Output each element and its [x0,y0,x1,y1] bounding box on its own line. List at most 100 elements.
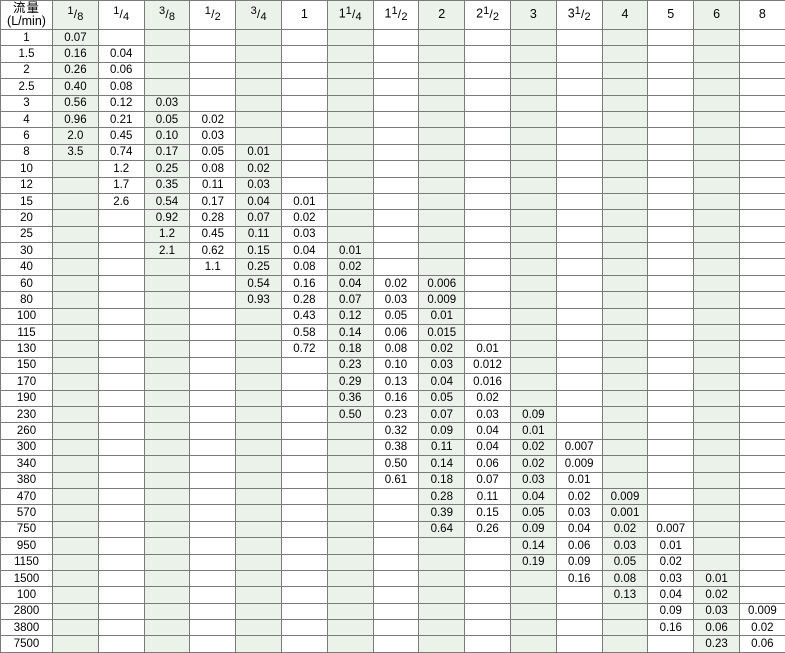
table-cell [53,570,99,586]
table-cell [98,259,144,275]
fraction-whole: 6 [713,7,720,21]
table-cell [694,30,740,46]
table-cell: 0.14 [510,538,556,554]
table-cell [236,406,282,422]
table-cell: 0.09 [419,423,465,439]
table-cell [556,243,602,259]
table-cell [144,636,190,652]
table-cell [739,259,785,275]
table-cell: 0.07 [53,30,99,46]
table-cell: 0.05 [602,554,648,570]
table-cell [281,111,327,127]
table-cell [510,30,556,46]
table-cell [236,636,282,652]
table-cell [327,554,373,570]
table-cell: 0.04 [556,521,602,537]
table-cell [694,439,740,455]
table-cell: 0.23 [694,636,740,652]
table-cell: 0.16 [281,275,327,291]
table-cell [98,374,144,390]
table-cell [144,554,190,570]
table-cell: 0.03 [465,406,511,422]
table-cell [648,505,694,521]
table-cell: 0.62 [190,243,236,259]
table-cell [373,538,419,554]
table-cell [236,128,282,144]
table-cell [648,357,694,373]
column-header-size-3: 1/2 [190,1,236,30]
table-cell [144,620,190,636]
table-cell [236,111,282,127]
table-cell [739,390,785,406]
table-cell [144,390,190,406]
row-label-flow-rate: 1.5 [1,46,53,62]
table-cell [739,570,785,586]
table-cell: 0.04 [281,243,327,259]
table-cell [465,62,511,78]
table-cell [694,210,740,226]
table-cell [602,46,648,62]
fraction-numerator: 1 [205,5,211,17]
fraction-whole: 4 [621,7,628,21]
column-header-size-7: 11/2 [373,1,419,30]
table-cell: 0.04 [465,439,511,455]
table-cell [98,308,144,324]
table-cell [739,439,785,455]
table-cell [144,325,190,341]
table-cell [190,308,236,324]
table-cell [190,423,236,439]
table-cell [373,603,419,619]
table-cell [694,226,740,242]
table-cell [648,374,694,390]
table-cell [465,144,511,160]
table-cell [53,161,99,177]
table-cell [236,341,282,357]
fraction-label: 5 [667,8,674,21]
table-cell [53,620,99,636]
table-cell [190,456,236,472]
table-cell [98,243,144,259]
table-cell [739,62,785,78]
table-cell [648,456,694,472]
table-cell [53,374,99,390]
table-cell [53,243,99,259]
table-cell [694,128,740,144]
table-cell: 0.17 [144,144,190,160]
table-cell [694,538,740,554]
table-cell [556,636,602,652]
table-cell: 0.03 [144,95,190,111]
table-cell [739,488,785,504]
table-cell [144,439,190,455]
table-cell [602,275,648,291]
table-cell [694,292,740,308]
table-cell: 0.16 [373,390,419,406]
fraction-whole: 8 [759,7,766,21]
table-cell [144,357,190,373]
table-cell [739,505,785,521]
table-cell [556,275,602,291]
fraction-denominator: 2 [585,11,591,23]
table-cell [465,243,511,259]
row-label-flow-rate: 30 [1,243,53,259]
table-cell [236,357,282,373]
table-cell [236,603,282,619]
table-cell: 0.007 [648,521,694,537]
table-cell [281,636,327,652]
table-cell [648,308,694,324]
table-cell [510,390,556,406]
table-cell [739,325,785,341]
column-header-size-1: 1/4 [98,1,144,30]
table-cell [98,456,144,472]
table-cell [327,161,373,177]
row-label-flow-rate: 260 [1,423,53,439]
table-cell [648,144,694,160]
